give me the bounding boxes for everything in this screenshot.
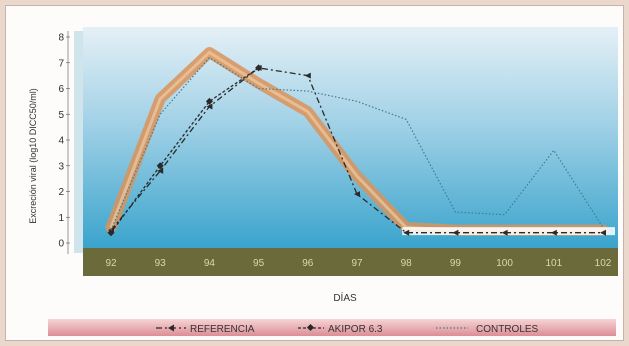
data-point: [107, 229, 115, 237]
series-line-0: [110, 67, 603, 234]
data-point: [403, 229, 410, 236]
legend-item-akipor: AKIPOR 6.3: [298, 323, 383, 335]
baseline-strip: [402, 227, 615, 236]
y-tick-label: 3: [58, 161, 64, 172]
plot-area: [83, 27, 618, 248]
legend-label-akipor: AKIPOR 6.3: [328, 324, 383, 335]
x-tick-label: 102: [595, 258, 612, 269]
x-tick-label: 93: [155, 258, 167, 269]
data-point: [157, 167, 164, 174]
x-axis-title: DÍAS: [333, 291, 357, 304]
data-point: [304, 72, 311, 79]
legend-bar: [48, 319, 616, 336]
series-line-1: [110, 67, 259, 234]
data-point: [206, 103, 213, 110]
x-tick-label: 98: [401, 258, 413, 269]
legend-label-controles: CONTROLES: [476, 324, 539, 335]
y-tick-label: 4: [58, 136, 64, 147]
legend-item-controles: CONTROLES: [436, 324, 539, 335]
x-tick-label: 99: [450, 258, 462, 269]
y-tick-label: 2: [58, 187, 64, 198]
chart-frame: Excreción viral (log10 DICC50/ml) 0 1 2 3 4 5…: [5, 5, 624, 341]
x-tick-label: 94: [204, 258, 216, 269]
y-tick-label: 5: [58, 110, 64, 121]
y-tick-label: 8: [58, 33, 64, 44]
y-tick-label: 1: [58, 213, 64, 224]
left-wall: [74, 31, 83, 253]
data-point: [452, 229, 459, 236]
y-tick-label: 7: [58, 58, 64, 69]
x-tick-label: 97: [351, 258, 363, 269]
x-floor: [83, 248, 618, 276]
data-point: [600, 229, 606, 236]
data-point: [550, 229, 557, 236]
x-tick-label: 95: [253, 258, 265, 269]
legend: REFERENCIA AKIPOR 6.3 CONTROLES: [156, 323, 539, 335]
legend-label-referencia: REFERENCIA: [190, 324, 255, 335]
y-tick-label: 6: [58, 84, 64, 95]
data-point: [156, 162, 164, 170]
x-tick-label: 101: [545, 258, 562, 269]
series-line-2: [110, 56, 604, 231]
y-tick-label: 0: [58, 239, 64, 250]
chart-svg: Excreción viral (log10 DICC50/ml) 0 1 2 3 4 5…: [28, 27, 618, 336]
y-axis-title: Excreción viral (log10 DICC50/ml): [28, 88, 38, 224]
x-tick-label: 100: [496, 258, 513, 269]
x-tick-label: 92: [105, 258, 117, 269]
legend-item-referencia: REFERENCIA: [156, 324, 255, 335]
data-point: [354, 191, 360, 198]
data-point: [501, 229, 508, 236]
data-point: [255, 64, 263, 72]
data-point: [205, 97, 213, 105]
x-tick-label: 96: [302, 258, 314, 269]
